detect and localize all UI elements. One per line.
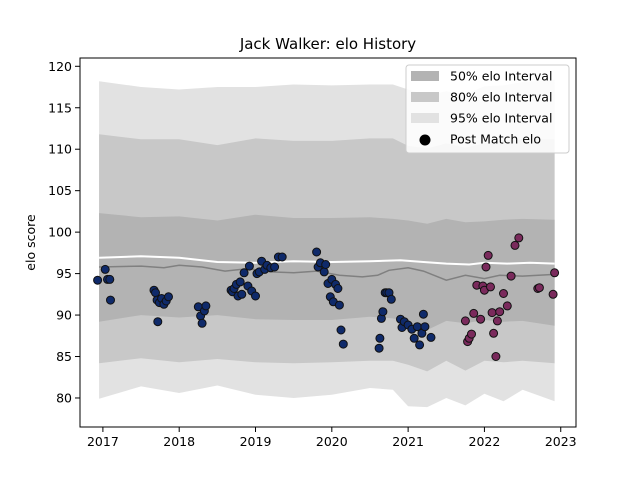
data-point-early xyxy=(244,261,254,271)
data-point-recent xyxy=(481,262,491,272)
data-point-early xyxy=(270,262,280,272)
data-point-early xyxy=(418,309,428,319)
data-point-recent xyxy=(495,307,505,317)
data-point-recent xyxy=(550,268,560,278)
data-point-recent xyxy=(489,328,499,338)
y-axis-label: elo score xyxy=(23,214,38,271)
y-tick-label: 80 xyxy=(56,390,72,405)
data-point-early xyxy=(100,264,110,274)
legend-label: 50% elo Interval xyxy=(450,69,552,84)
data-point-early xyxy=(153,317,163,327)
data-point-recent xyxy=(487,308,497,318)
data-point-early xyxy=(409,333,419,343)
data-point-early xyxy=(321,260,331,269)
trend-lines xyxy=(99,255,555,281)
data-point-early xyxy=(334,300,344,310)
data-point-recent xyxy=(514,233,524,243)
legend-marker xyxy=(419,134,431,146)
legend-label: 95% elo Interval xyxy=(450,111,552,126)
x-tick-label: 2021 xyxy=(392,434,424,449)
y-tick-label: 100 xyxy=(48,225,72,240)
data-point-early xyxy=(378,307,388,317)
legend: 50% elo Interval 80% elo Interval 95% elo … xyxy=(405,64,570,154)
x-axis: 2017 2018 2019 2020 2021 2022 2023 xyxy=(87,427,577,449)
data-point-early xyxy=(235,277,245,287)
x-tick-label: 2017 xyxy=(87,434,119,449)
data-point-recent xyxy=(491,352,501,361)
legend-swatch xyxy=(411,92,439,102)
data-point-recent xyxy=(467,329,476,339)
interval-bands xyxy=(99,79,555,408)
data-point-recent xyxy=(499,289,508,298)
data-point-early xyxy=(164,292,173,302)
data-point-early xyxy=(237,289,247,299)
data-point-recent xyxy=(483,250,493,260)
legend-frame xyxy=(405,64,570,154)
y-tick-label: 105 xyxy=(48,183,72,198)
x-tick-label: 2023 xyxy=(545,434,577,449)
data-point-recent xyxy=(469,308,479,318)
legend-swatch xyxy=(411,71,439,81)
data-points xyxy=(93,233,560,361)
data-point-early xyxy=(386,294,396,304)
data-point-early xyxy=(277,252,287,262)
data-point-recent xyxy=(506,271,516,281)
legend-label: Post Match elo xyxy=(450,132,541,147)
line-median xyxy=(99,264,555,281)
data-point-early xyxy=(106,295,115,305)
legend-label: 80% elo Interval xyxy=(450,90,552,105)
data-point-recent xyxy=(476,314,486,324)
data-point-recent xyxy=(510,240,520,250)
y-tick-label: 110 xyxy=(48,142,72,157)
data-point-early xyxy=(415,340,425,350)
plot-area xyxy=(93,79,560,408)
data-point-recent xyxy=(534,283,544,293)
chart-title: Jack Walker: elo History xyxy=(239,35,416,53)
y-axis: 80 85 90 95 100 105 110 115 120 xyxy=(48,59,80,405)
y-tick-label: 90 xyxy=(56,308,72,323)
data-point-early xyxy=(420,322,430,332)
data-point-early xyxy=(251,291,260,301)
data-point-early xyxy=(426,332,436,342)
y-tick-label: 120 xyxy=(48,59,72,74)
x-tick-label: 2018 xyxy=(163,434,195,449)
data-point-recent xyxy=(502,301,512,311)
y-tick-label: 115 xyxy=(48,100,72,115)
data-point-recent xyxy=(492,316,502,326)
line-mean xyxy=(99,255,555,266)
y-tick-label: 85 xyxy=(56,349,72,364)
data-point-early xyxy=(197,318,207,328)
axes-frame xyxy=(79,57,577,428)
data-point-early xyxy=(375,333,385,343)
data-point-recent xyxy=(486,282,495,292)
data-point-early xyxy=(105,274,115,284)
data-point-early xyxy=(333,284,343,293)
data-point-recent xyxy=(548,289,558,299)
data-point-recent xyxy=(460,316,470,326)
data-point-early xyxy=(312,247,322,257)
data-point-early xyxy=(336,325,346,335)
legend-swatch xyxy=(411,113,439,123)
data-point-early xyxy=(338,339,348,349)
data-point-early xyxy=(239,268,249,278)
y-tick-label: 95 xyxy=(56,266,72,281)
data-point-early xyxy=(374,343,384,353)
x-tick-label: 2019 xyxy=(240,434,272,449)
data-point-early xyxy=(201,301,211,311)
data-point-early xyxy=(319,267,329,277)
x-tick-label: 2020 xyxy=(316,434,348,449)
data-point-early xyxy=(93,275,103,285)
x-tick-label: 2022 xyxy=(469,434,501,449)
